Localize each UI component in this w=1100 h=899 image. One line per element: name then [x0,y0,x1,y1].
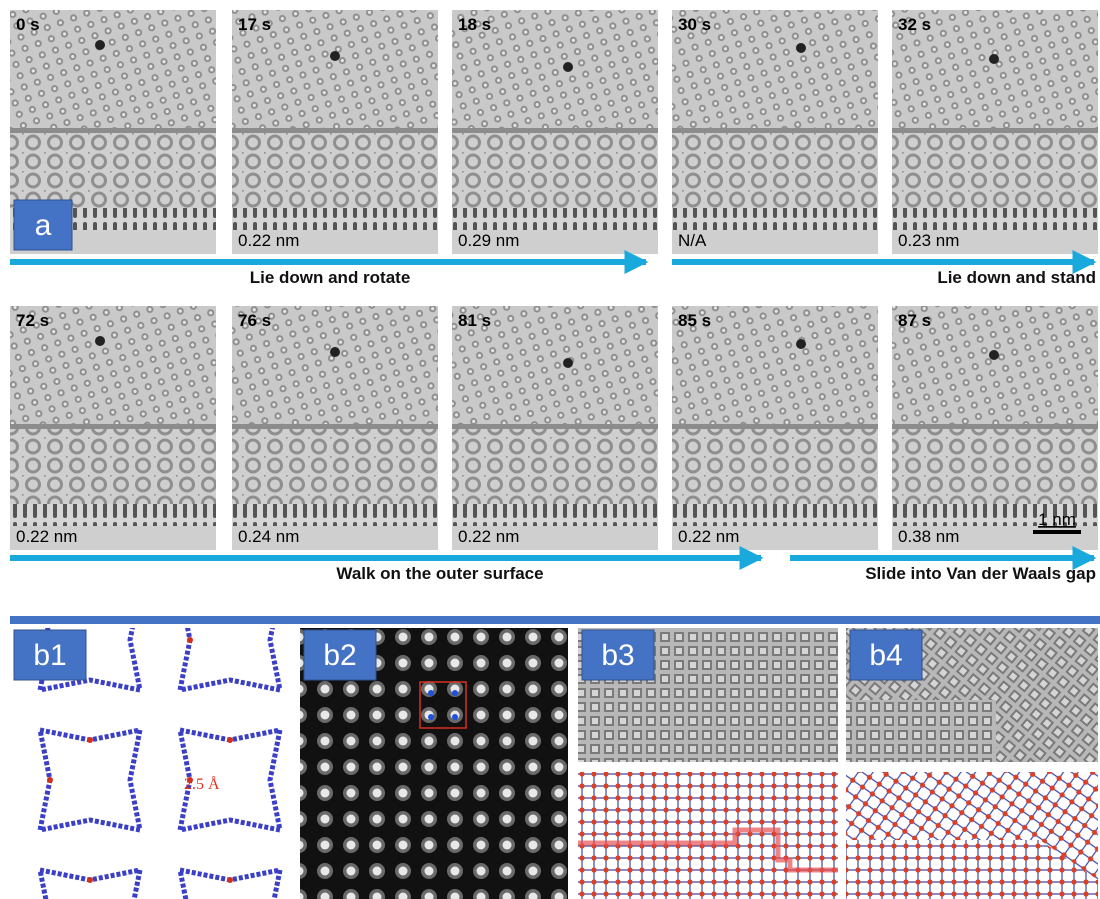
figure: 2.5 Å 0 s 17 s 0.22 nm 18 s 0.29 nm 30 s N/A 32… [0,0,1100,899]
panel-label: a [35,209,52,242]
frame-edge [232,128,438,133]
frame-edge [452,424,658,429]
frame-rings [10,426,216,516]
time-label: 17 s [238,15,271,34]
time-label: 76 s [238,311,271,330]
frame-stripes [892,208,1098,230]
time-label: 30 s [678,15,711,34]
molecule [330,347,340,357]
frame-stripes [232,208,438,230]
panel-label: b2 [323,639,356,672]
frame-rings [892,426,1098,516]
frame-edge [672,424,878,429]
frame-edge [10,128,216,133]
panel-label: b4 [869,639,902,672]
molecule [95,40,105,50]
time-label: 18 s [458,15,491,34]
frame-edge [672,128,878,133]
time-label: 81 s [458,311,491,330]
time-label: 72 s [16,311,49,330]
molecule [989,350,999,360]
b4-image-lower [846,700,996,762]
frame-stripes [672,208,878,230]
frame-edge [892,424,1098,429]
frame-stripes [10,504,216,526]
distance-label: 0.22 nm [238,231,299,250]
b3-model [578,772,838,899]
distance-label: 0.22 nm [678,527,739,546]
scale-bar [1033,530,1081,534]
distance-label: N/A [678,231,707,250]
frame-edge [892,128,1098,133]
arrow-caption: Lie down and rotate [250,268,411,287]
time-label: 0 s [16,15,40,34]
frame-rings [672,130,878,220]
distance-label: 0.38 nm [898,527,959,546]
frame-stripes [452,208,658,230]
scale-bar-label: 1 nm [1038,510,1076,529]
separator [10,616,1100,624]
frame-stripes [232,504,438,526]
arrow-caption: Walk on the outer surface [336,564,543,583]
distance-label: 0.23 nm [898,231,959,250]
frame-rings [672,426,878,516]
annotation: 2.5 Å [184,775,220,793]
frame-rings [452,426,658,516]
panel-label: b3 [601,639,634,672]
arrow-caption: Slide into Van der Waals gap [865,564,1096,583]
molecule [563,62,573,72]
molecule [989,54,999,64]
frame-edge [232,424,438,429]
arrow-caption: Lie down and stand [937,268,1096,287]
frame-rings [232,426,438,516]
frame-edge [452,128,658,133]
panel-label: b1 [33,639,66,672]
frame-stripes [672,504,878,526]
frame-stripes [452,504,658,526]
distance-label: 0.22 nm [458,527,519,546]
frame-lattice [10,10,216,130]
molecule [796,43,806,53]
distance-label: 0.24 nm [238,527,299,546]
molecule [95,336,105,346]
frame-rings [892,130,1098,220]
frame-edge [10,424,216,429]
time-label: 32 s [898,15,931,34]
time-label: 87 s [898,311,931,330]
molecule [796,339,806,349]
distance-label: 0.29 nm [458,231,519,250]
time-label: 85 s [678,311,711,330]
molecule [563,358,573,368]
frame-rings [452,130,658,220]
distance-label: 0.22 nm [16,527,77,546]
frame-rings [232,130,438,220]
molecule [330,51,340,61]
